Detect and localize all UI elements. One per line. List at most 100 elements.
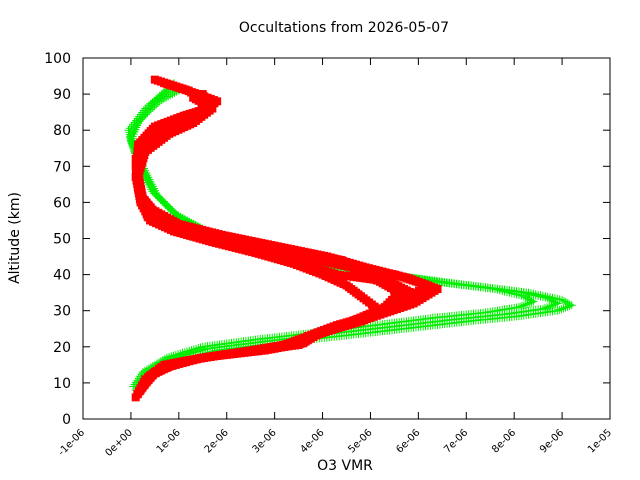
data-point-plus bbox=[127, 131, 136, 140]
data-point-plus bbox=[153, 192, 162, 201]
data-point-plus bbox=[555, 305, 564, 314]
data-point-plus bbox=[517, 302, 526, 311]
y-tick-label: 0 bbox=[62, 412, 71, 428]
data-point-plus bbox=[132, 121, 141, 130]
data-point-plus bbox=[525, 295, 534, 304]
y-tick-label: 30 bbox=[53, 304, 71, 320]
data-point-plus bbox=[129, 382, 138, 391]
data-point-square bbox=[208, 97, 217, 106]
data-point-plus bbox=[138, 113, 147, 122]
data-point-plus bbox=[540, 304, 549, 313]
data-point-plus bbox=[145, 107, 154, 116]
data-point-plus bbox=[148, 103, 157, 112]
data-point-plus bbox=[152, 100, 161, 109]
data-point-plus bbox=[563, 299, 572, 308]
data-point-plus bbox=[168, 207, 177, 216]
x-tick-label: 2e-06 bbox=[203, 427, 231, 455]
y-tick-label: 20 bbox=[53, 340, 71, 356]
data-point-plus bbox=[174, 211, 183, 220]
data-point-plus bbox=[549, 297, 558, 306]
y-tick-label: 70 bbox=[53, 159, 71, 175]
data-point-plus bbox=[553, 306, 562, 315]
x-tick-label: 3e-06 bbox=[251, 427, 279, 455]
data-point-plus bbox=[551, 298, 560, 307]
data-point-plus bbox=[146, 105, 155, 114]
data-point-plus bbox=[557, 305, 566, 314]
y-tick-label: 40 bbox=[53, 268, 71, 284]
data-point-plus bbox=[560, 296, 569, 305]
data-point-plus bbox=[567, 301, 576, 310]
data-point-plus bbox=[565, 300, 574, 309]
x-tick-label: 9e-06 bbox=[538, 427, 566, 455]
y-axis-ticks: 0 10 20 30 40 50 60 70 80 90 100 bbox=[44, 51, 610, 428]
data-point-square bbox=[189, 93, 198, 102]
plot-area bbox=[124, 75, 576, 402]
data-point-plus bbox=[128, 129, 137, 138]
data-point-plus bbox=[165, 204, 174, 213]
data-point-plus bbox=[151, 190, 160, 199]
data-point-plus bbox=[155, 194, 164, 203]
x-tick-label: 1e-05 bbox=[586, 427, 614, 455]
data-point-plus bbox=[553, 299, 562, 308]
data-point-plus bbox=[141, 110, 150, 119]
data-point-plus bbox=[160, 199, 169, 208]
y-axis-label: Altitude (km) bbox=[7, 192, 23, 284]
x-tick-label: 4e-06 bbox=[298, 427, 326, 455]
data-point-plus bbox=[157, 96, 166, 105]
x-tick-label: 0e+00 bbox=[103, 427, 135, 459]
data-point-plus bbox=[527, 296, 536, 305]
data-point-plus bbox=[166, 205, 175, 214]
data-point-plus bbox=[545, 302, 554, 311]
data-point-square bbox=[160, 79, 169, 88]
data-point-plus bbox=[514, 303, 523, 312]
data-point-plus bbox=[521, 300, 530, 309]
data-point-plus bbox=[547, 296, 556, 305]
data-point-plus bbox=[529, 297, 538, 306]
x-tick-label: 7e-06 bbox=[442, 427, 470, 455]
data-point-plus bbox=[164, 92, 173, 101]
data-point-plus bbox=[538, 304, 547, 313]
data-point-square bbox=[198, 90, 207, 99]
data-point-plus bbox=[155, 97, 164, 106]
data-point-plus bbox=[131, 123, 140, 132]
data-point-plus bbox=[543, 303, 552, 312]
x-tick-label: -1e-06 bbox=[56, 427, 87, 458]
data-point-plus bbox=[545, 295, 554, 304]
data-point-plus bbox=[156, 195, 165, 204]
data-point-plus bbox=[561, 298, 570, 307]
data-point-plus bbox=[163, 202, 172, 211]
data-point-plus bbox=[176, 212, 185, 221]
data-point-plus bbox=[521, 293, 530, 302]
data-point-plus bbox=[130, 125, 139, 134]
x-tick-label: 8e-06 bbox=[490, 427, 518, 455]
data-point-plus bbox=[159, 94, 168, 103]
x-tick-label: 6e-06 bbox=[394, 427, 422, 455]
data-point-plus bbox=[125, 133, 134, 142]
y-tick-label: 80 bbox=[53, 123, 71, 139]
data-point-plus bbox=[162, 93, 171, 102]
x-tick-label: 5e-06 bbox=[346, 427, 374, 455]
y-tick-label: 100 bbox=[44, 51, 71, 67]
data-point-plus bbox=[519, 301, 528, 310]
data-point-square bbox=[150, 75, 159, 84]
data-point-plus bbox=[150, 102, 159, 111]
data-point-plus bbox=[136, 115, 145, 124]
data-point-plus bbox=[129, 127, 138, 136]
y-tick-label: 90 bbox=[53, 87, 71, 103]
data-point-plus bbox=[134, 119, 143, 128]
y-tick-label: 50 bbox=[53, 232, 71, 248]
data-point-plus bbox=[143, 108, 152, 117]
y-tick-label: 10 bbox=[53, 376, 71, 392]
chart-title: Occultations from 2026-05-07 bbox=[239, 20, 449, 36]
data-point-plus bbox=[559, 304, 568, 313]
data-point-plus bbox=[139, 112, 148, 121]
data-point-plus bbox=[158, 197, 167, 206]
data-point-plus bbox=[161, 200, 170, 209]
data-point-plus bbox=[523, 294, 532, 303]
x-tick-label: 1e-06 bbox=[155, 427, 183, 455]
data-point-plus bbox=[166, 91, 175, 100]
x-axis-label: O3 VMR bbox=[317, 458, 373, 474]
y-tick-label: 60 bbox=[53, 195, 71, 211]
data-point-plus bbox=[168, 90, 177, 99]
